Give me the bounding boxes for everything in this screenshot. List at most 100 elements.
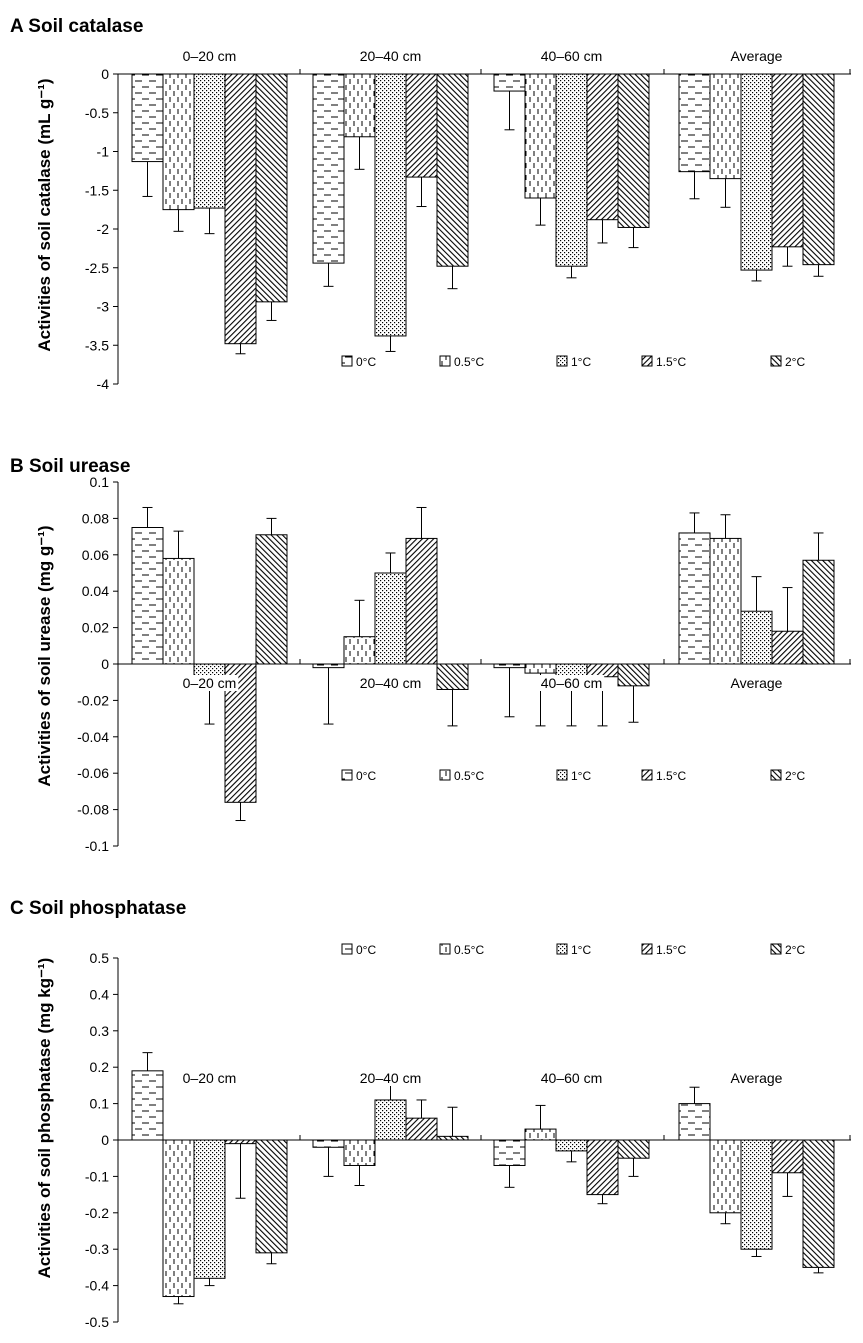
category-label-bg [180, 675, 239, 691]
category-label: 20–40 cm [360, 48, 421, 64]
bar-05C-3 [709, 537, 742, 665]
chart-soil-catalase: Activities of soil catalase (mL g⁻¹) 0 -0.… [35, 48, 851, 392]
bar-2C-2 [617, 73, 650, 228]
bar-1C-1 [374, 73, 407, 337]
bar-2C-0 [255, 1139, 288, 1254]
bar-1C-1 [374, 572, 407, 665]
category-label: Average [731, 48, 783, 64]
y-tick-label: -0.5 [85, 1314, 109, 1330]
legend-swatch [439, 943, 451, 955]
legend-swatch [641, 943, 653, 955]
bar-1C-3 [740, 73, 773, 271]
legend-label: 1°C [571, 355, 591, 369]
bar-2C-2 [617, 663, 650, 687]
bar-15C-2 [586, 1139, 619, 1196]
legend-label: 0°C [356, 355, 376, 369]
category-label: 0–20 cm [183, 1070, 237, 1086]
category-label: Average [731, 1070, 783, 1086]
bar-15C-1 [405, 73, 438, 178]
legend-label: 1°C [571, 943, 591, 957]
category-label: 40–60 cm [541, 675, 602, 691]
category-label: 20–40 cm [360, 675, 421, 691]
bar-15C-3 [771, 73, 804, 248]
legend-label: 0.5°C [454, 355, 484, 369]
bar-0C-2 [493, 663, 526, 669]
legend-label: 1.5°C [656, 355, 686, 369]
bar-0C-3 [678, 73, 711, 173]
bar-2C-2 [617, 1139, 650, 1159]
legend-label: 1.5°C [656, 943, 686, 957]
bar-0C-3 [678, 1103, 711, 1141]
legend-label: 2°C [785, 355, 805, 369]
y-tick-label: -0.3 [85, 1241, 109, 1257]
bar-05C-1 [343, 636, 376, 665]
legend-swatch [770, 943, 782, 955]
legend-label: 0°C [356, 769, 376, 783]
y-tick-label: 0.1 [90, 474, 110, 490]
legend-label: 0°C [356, 943, 376, 957]
category-label-bg [538, 675, 605, 691]
chart-soil-urease: Activities of soil urease (mg g⁻¹) 0.1 0.0… [35, 474, 851, 854]
legend-swatch [770, 355, 782, 367]
y-tick-label: 0 [101, 1132, 109, 1148]
y-tick-label: -1 [97, 144, 110, 160]
legend-label: 0.5°C [454, 769, 484, 783]
panel-title-phosphatase: C Soil phosphatase [10, 898, 187, 919]
y-tick-label: 0.08 [82, 510, 109, 526]
y-axis-label: Activities of soil urease (mg g⁻¹) [35, 525, 54, 786]
y-tick-label: -3 [97, 299, 110, 315]
legend-label: 2°C [785, 943, 805, 957]
y-tick-label: -0.4 [85, 1278, 109, 1294]
y-tick-label: -0.2 [85, 1205, 109, 1221]
legend-swatch [439, 355, 451, 367]
y-tick-label: -0.5 [85, 105, 109, 121]
bar-2C-3 [802, 559, 835, 665]
y-tick-label: -0.04 [77, 729, 109, 745]
category-label-bg [357, 675, 424, 691]
legend-swatch [641, 355, 653, 367]
bar-15C-2 [586, 73, 619, 221]
y-tick-label: 0.04 [82, 583, 109, 599]
y-tick-label: 0.2 [90, 1059, 110, 1075]
y-axis-label: Activities of soil phosphatase (mg kg⁻¹) [35, 958, 54, 1279]
y-tick-label: 0.02 [82, 620, 109, 636]
bar-0C-3 [678, 532, 711, 665]
y-tick-label: -1.5 [85, 182, 109, 198]
category-label: 0–20 cm [183, 48, 237, 64]
bar-1C-0 [193, 1139, 226, 1279]
y-tick-label: 0 [101, 656, 109, 672]
y-tick-label: 0.3 [90, 1023, 110, 1039]
legend-swatch [341, 769, 353, 781]
panel-soil-catalase: A Soil catalase Activities of soil catal… [0, 0, 863, 440]
bar-05C-0 [162, 557, 195, 665]
legend-swatch [641, 769, 653, 781]
bar-2C-3 [802, 73, 835, 266]
category-label-bg [357, 1070, 424, 1086]
legend-swatch [556, 943, 568, 955]
legend-label: 0.5°C [454, 943, 484, 957]
category-label: 40–60 cm [541, 1070, 602, 1086]
category-label-bg [538, 1070, 605, 1086]
y-tick-label: 0.5 [90, 950, 110, 966]
bar-0C-0 [131, 1070, 164, 1141]
panel-title-catalase: A Soil catalase [10, 16, 144, 37]
bar-1C-2 [555, 1139, 588, 1152]
bar-1C-3 [740, 1139, 773, 1250]
bar-05C-2 [524, 1128, 557, 1141]
y-tick-label: -0.06 [77, 765, 109, 781]
bar-05C-0 [162, 1139, 195, 1298]
category-label-bg [728, 1070, 785, 1086]
legend-label: 1.5°C [656, 769, 686, 783]
y-tick-label: -0.02 [77, 692, 109, 708]
bar-05C-3 [709, 1139, 742, 1214]
bar-2C-1 [436, 73, 469, 267]
bar-2C-0 [255, 73, 288, 303]
category-label: 40–60 cm [541, 48, 602, 64]
bar-1C-0 [193, 73, 226, 209]
y-axis-label: Activities of soil catalase (mL g⁻¹) [35, 78, 54, 351]
bar-2C-3 [802, 1139, 835, 1268]
bar-15C-0 [224, 73, 257, 345]
category-label: 20–40 cm [360, 1070, 421, 1086]
bar-0C-0 [131, 527, 164, 665]
category-label-bg [180, 1070, 239, 1086]
